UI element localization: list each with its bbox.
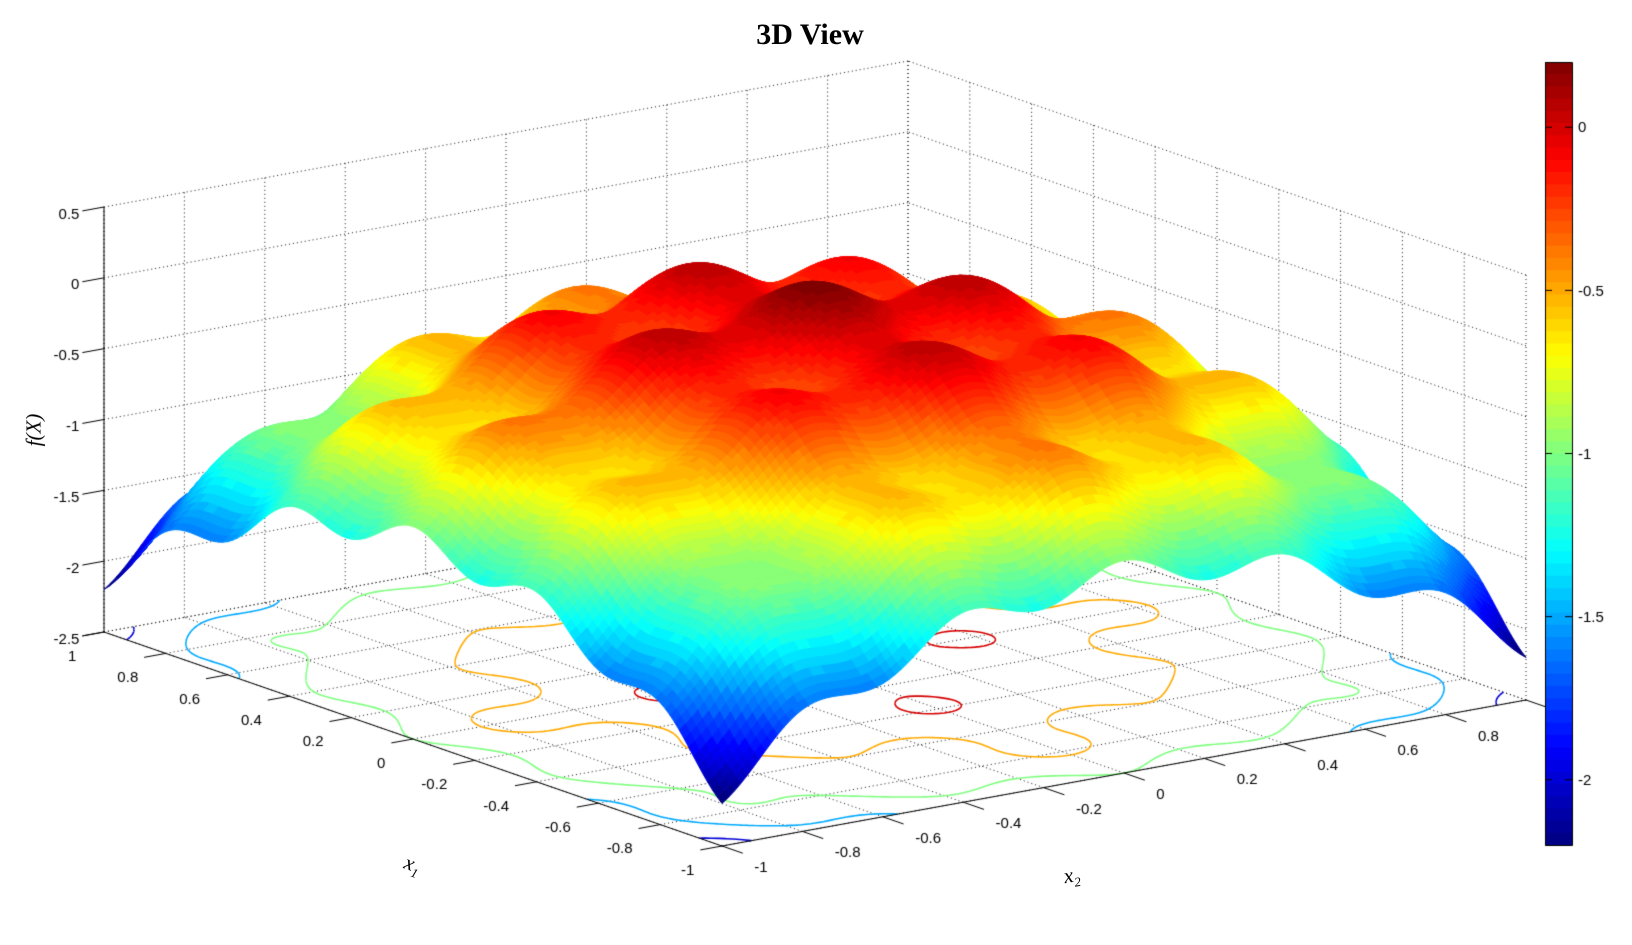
z-axis-label-text: f(X) <box>21 413 46 447</box>
z-axis-label: f(X) <box>22 414 47 447</box>
chart-title: 3D View <box>756 18 864 51</box>
